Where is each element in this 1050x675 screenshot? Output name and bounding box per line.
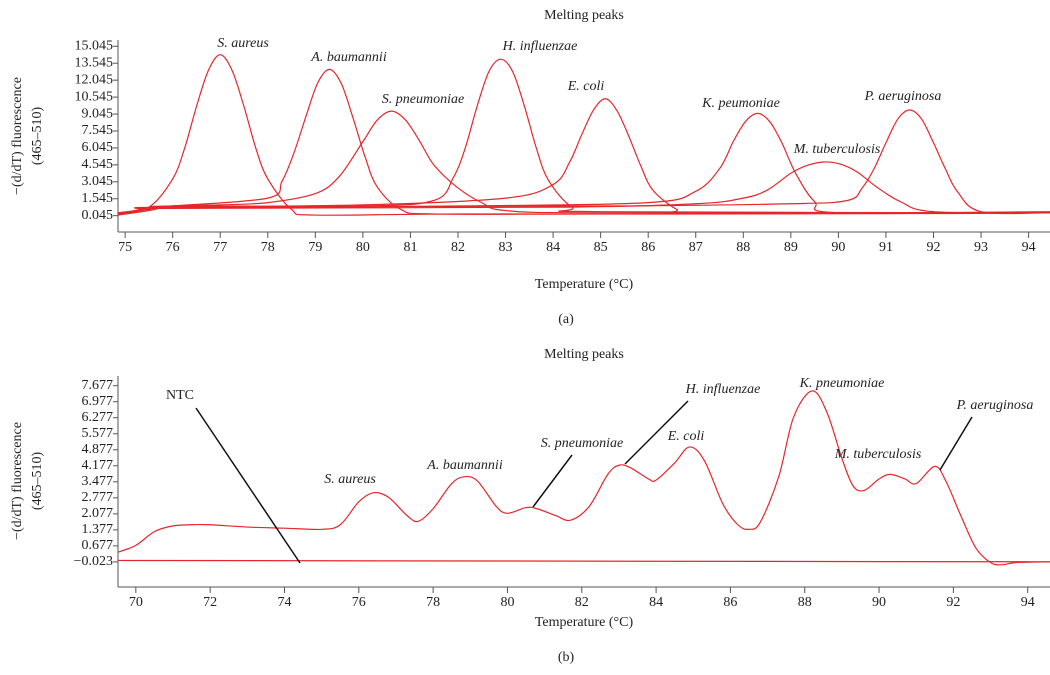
x-tick-label: 74 (277, 595, 291, 610)
x-tick-label: 84 (546, 240, 560, 255)
melt-curve (117, 109, 1050, 215)
y-tick-label: 7.677 (82, 378, 114, 393)
y-tick-label: 0.045 (82, 208, 114, 223)
peak-label: P. aeruginosa (956, 398, 1034, 413)
leader-line (195, 407, 301, 564)
x-tick-label: 90 (872, 595, 886, 610)
y-tick-label: 7.545 (82, 123, 114, 138)
x-tick-label: 88 (798, 595, 812, 610)
panel-label: (a) (558, 312, 574, 327)
melt-curve (117, 110, 1050, 216)
peak-label: M. tuberculosis (834, 447, 922, 462)
x-tick-label: 80 (356, 240, 370, 255)
x-tick-label: 78 (426, 595, 440, 610)
peak-label: E. coli (567, 79, 605, 94)
x-tick-label: 88 (736, 240, 750, 255)
chart-title: Melting peaks (544, 8, 624, 23)
x-axis-label: Temperature (°C) (535, 615, 634, 630)
peak-label: M. tuberculosis (793, 142, 881, 157)
peak-label: H. influenzae (685, 382, 761, 397)
x-tick-label: 87 (689, 240, 703, 255)
peak-label: S. aureus (324, 472, 376, 487)
y-tick-label: 15.045 (75, 38, 114, 53)
x-tick-label: 85 (594, 240, 608, 255)
melt-curve (117, 98, 1050, 215)
x-tick-label: 92 (946, 595, 960, 610)
y-tick-label: 0.677 (82, 538, 114, 553)
x-tick-label: 77 (213, 240, 227, 255)
x-tick-label: 70 (129, 595, 143, 610)
x-tick-label: 80 (500, 595, 514, 610)
x-tick-label: 76 (166, 240, 180, 255)
x-tick-label: 72 (203, 595, 217, 610)
y-axis-label: −(d/dT) fluorescence (10, 77, 25, 195)
x-tick-label: 79 (308, 240, 322, 255)
y-tick-label: −0.023 (74, 554, 113, 569)
y-tick-label: 6.977 (82, 394, 114, 409)
peak-label: E. coli (667, 429, 705, 444)
x-axis-label: Temperature (°C) (535, 277, 634, 292)
y-tick-label: 6.045 (82, 140, 114, 155)
y-tick-label: 6.277 (82, 410, 114, 425)
x-tick-label: 78 (261, 240, 275, 255)
x-tick-label: 93 (974, 240, 988, 255)
melt-curve (117, 68, 1050, 215)
leader-line (624, 400, 689, 465)
peak-label: K. pneumoniae (799, 376, 885, 391)
x-tick-label: 75 (118, 240, 132, 255)
y-axis-label: (465–510) (30, 107, 45, 166)
y-tick-label: 10.545 (75, 89, 114, 104)
y-tick-label: 3.045 (82, 174, 114, 189)
x-tick-label: 92 (927, 240, 941, 255)
y-tick-label: 2.777 (82, 490, 114, 505)
peak-label: NTC (166, 388, 194, 403)
x-tick-label: 89 (784, 240, 798, 255)
y-tick-label: 1.545 (82, 191, 114, 206)
x-tick-label: 86 (723, 595, 737, 610)
melt-curve (117, 390, 1050, 566)
leader-line (532, 454, 573, 508)
y-axis-label: (465–510) (30, 452, 45, 511)
y-tick-label: 12.045 (75, 72, 114, 87)
peak-label: S. aureus (217, 36, 269, 51)
peak-label: H. influenzae (502, 39, 578, 54)
x-tick-label: 94 (1022, 240, 1036, 255)
peak-label: S. pneumoniae (541, 436, 623, 451)
y-tick-label: 2.077 (82, 506, 114, 521)
x-tick-label: 76 (352, 595, 366, 610)
panel-label: (b) (558, 650, 575, 665)
y-tick-label: 3.477 (82, 474, 114, 489)
peak-label: A. baumannii (310, 50, 387, 65)
x-tick-label: 82 (451, 240, 465, 255)
y-tick-label: 4.877 (82, 442, 114, 457)
y-tick-label: 1.377 (82, 522, 114, 537)
x-tick-label: 84 (649, 595, 663, 610)
peak-label: A. baumannii (426, 458, 503, 473)
x-tick-label: 86 (641, 240, 655, 255)
y-axis-label: −(d/dT) fluorescence (10, 422, 25, 540)
x-tick-label: 91 (879, 240, 893, 255)
peak-label: P. aeruginosa (864, 89, 942, 104)
peak-label: K. peumoniae (701, 96, 780, 111)
melt-curve (117, 161, 1050, 214)
leader-line (939, 416, 973, 471)
x-tick-label: 90 (831, 240, 845, 255)
y-tick-label: 4.545 (82, 157, 114, 172)
y-tick-label: 9.045 (82, 106, 114, 121)
x-tick-label: 83 (499, 240, 513, 255)
peak-label: S. pneumoniae (382, 92, 464, 107)
y-tick-label: 13.545 (75, 55, 114, 70)
x-tick-label: 94 (1021, 595, 1035, 610)
melt-curve (117, 559, 1050, 563)
x-tick-label: 82 (575, 595, 589, 610)
y-tick-label: 4.177 (82, 458, 114, 473)
x-tick-label: 81 (403, 240, 417, 255)
chart-title: Melting peaks (544, 347, 624, 362)
y-tick-label: 5.577 (82, 426, 114, 441)
